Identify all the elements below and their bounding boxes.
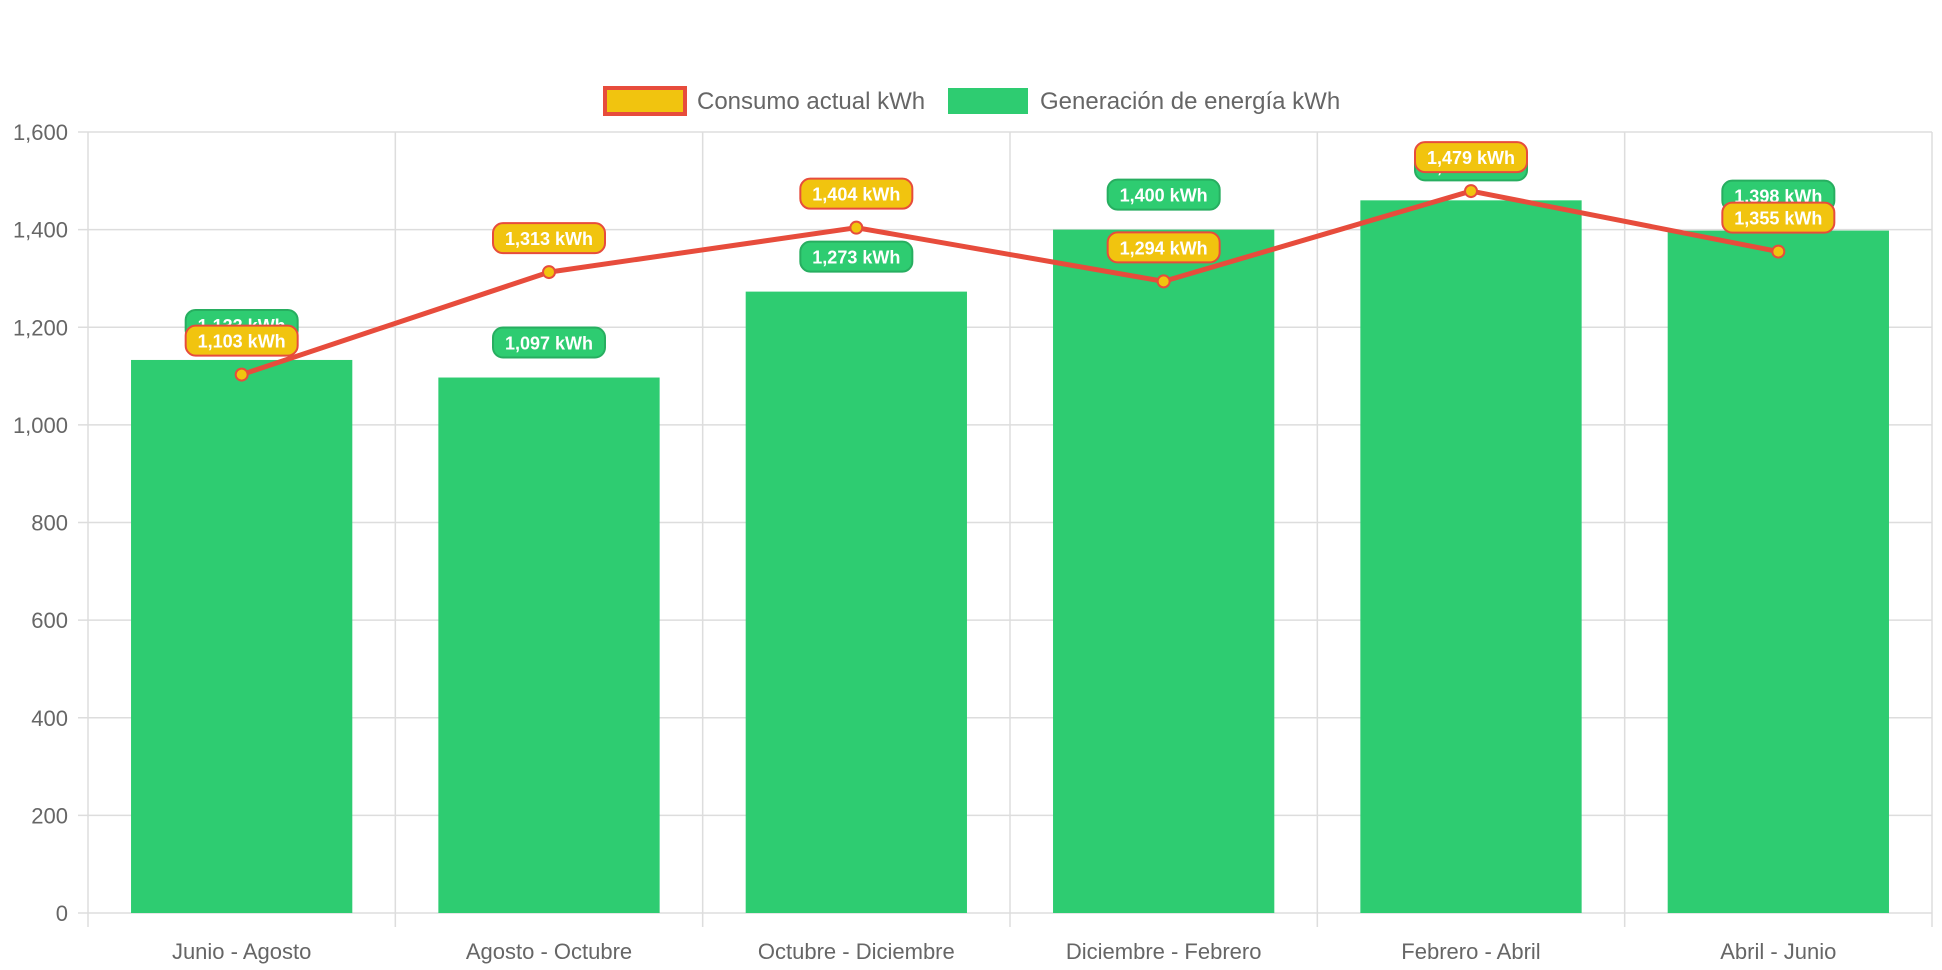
y-tick-label: 800 [31, 511, 68, 536]
y-tick-label: 0 [56, 901, 68, 926]
data-label-generation: 1,400 kWh [1106, 178, 1221, 211]
data-label-consumption-text: 1,294 kWh [1120, 238, 1208, 258]
x-tick-label: Junio - Agosto [172, 939, 311, 964]
point-consumption[interactable] [1464, 184, 1478, 199]
data-label-generation: 1,097 kWh [492, 326, 606, 359]
bar-generation[interactable] [131, 359, 353, 914]
x-tick-label: Agosto - Octubre [466, 939, 632, 964]
y-tick-label: 1,200 [13, 315, 68, 340]
data-label-generation-text: 1,273 kWh [812, 248, 900, 268]
y-tick-label: 1,600 [13, 120, 68, 145]
data-label-generation-bg [799, 240, 914, 273]
data-label-consumption: 1,355 kWh [1721, 201, 1836, 234]
data-label-consumption: 1,404 kWh [799, 177, 914, 210]
point-consumption[interactable] [542, 265, 556, 280]
legend-label-consumption: Consumo actual kWh [697, 88, 925, 115]
y-tick-label: 200 [31, 803, 68, 828]
legend-label-generation: Generación de energía kWh [1040, 88, 1340, 115]
data-label-generation-bg [492, 326, 606, 359]
data-label-consumption-text: 1,479 kWh [1427, 148, 1515, 168]
data-label-consumption-bg [1721, 201, 1836, 234]
y-tick-label: 600 [31, 608, 68, 633]
data-label-consumption-text: 1,103 kWh [198, 332, 286, 352]
bar-generation[interactable] [1360, 200, 1582, 913]
x-tick-label: Febrero - Abril [1401, 939, 1540, 964]
axis-layer: 0 200 400 600 800 1,000 1,200 1,400 1,600 Junio -… [13, 120, 1836, 964]
bar-generation[interactable] [1667, 230, 1889, 913]
data-label-consumption-bg [1106, 231, 1221, 264]
bar-generation[interactable] [1053, 229, 1275, 913]
data-label-consumption-bg [1414, 141, 1528, 174]
data-label-consumption: 1,294 kWh [1106, 231, 1221, 264]
bars-layer [131, 200, 1889, 914]
point-consumption[interactable] [1771, 244, 1786, 259]
data-label-generation-text: 1,097 kWh [505, 334, 593, 354]
y-tick-label: 1,000 [13, 413, 68, 438]
point-consumption[interactable] [1156, 274, 1171, 289]
legend-swatch-consumption [603, 86, 687, 116]
y-tick-label: 1,400 [13, 218, 68, 243]
data-label-consumption-text: 1,404 kWh [812, 185, 900, 205]
legend-item-generation[interactable]: Generación de energía kWh [948, 88, 1340, 115]
grid-layer [78, 131, 1933, 927]
line-consumption [240, 188, 1779, 377]
y-tick-label: 400 [31, 706, 68, 731]
data-label-consumption-bg [492, 222, 606, 255]
point-consumption[interactable] [849, 220, 864, 235]
data-label-consumption-bg [184, 324, 299, 357]
bar-generation[interactable] [745, 291, 967, 913]
data-label-generation-text: 1,400 kWh [1120, 186, 1208, 206]
point-consumption[interactable] [234, 367, 249, 382]
line-layer [234, 184, 1786, 382]
data-label-generation: 1,273 kWh [799, 240, 914, 273]
legend-swatch-generation [948, 88, 1028, 114]
data-label-generation-bg [1106, 178, 1221, 211]
data-label-consumption: 1,103 kWh [184, 324, 299, 357]
legend: Consumo actual kWh Generación de energía… [603, 86, 1340, 116]
data-label-consumption-text: 1,313 kWh [505, 229, 593, 249]
x-tick-label: Octubre - Diciembre [758, 939, 955, 964]
bar-generation[interactable] [438, 377, 660, 914]
data-label-consumption-text: 1,355 kWh [1734, 209, 1822, 229]
x-tick-label: Diciembre - Febrero [1066, 939, 1262, 964]
x-tick-label: Abril - Junio [1720, 939, 1836, 964]
data-label-consumption: 1,479 kWh [1414, 141, 1528, 174]
data-label-consumption: 1,313 kWh [492, 222, 606, 255]
legend-item-consumption[interactable]: Consumo actual kWh [603, 86, 925, 116]
data-label-consumption-bg [799, 177, 914, 210]
